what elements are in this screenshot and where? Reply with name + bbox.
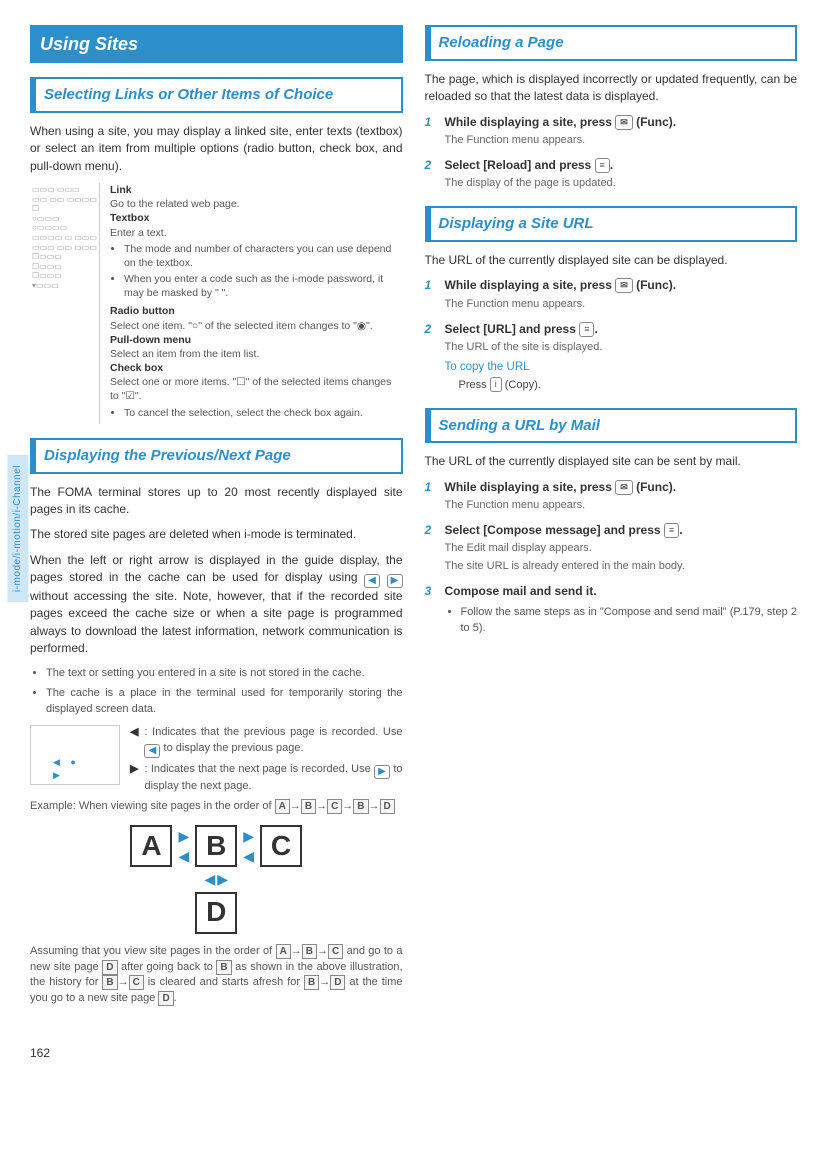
label-link-desc: Go to the related web page. <box>110 197 403 211</box>
selecting-intro: When using a site, you may display a lin… <box>30 123 403 175</box>
left-column: Using Sites Selecting Links or Other Ite… <box>30 25 403 1015</box>
prevnext-bullet1: The text or setting you entered in a sit… <box>46 666 403 682</box>
url-step-1: 1 While displaying a site, press ✉ (Func… <box>425 277 798 312</box>
i-key-icon: i <box>490 377 502 392</box>
nav-diagram: A ▶ ◀ B ▶ ◀ C ◀ ▶ D <box>30 825 403 933</box>
label-checkbox-title: Check box <box>110 361 403 375</box>
prev-indicator-icon: ◀ <box>130 725 138 758</box>
mail-key-icon-3: ✉ <box>615 480 633 495</box>
box-D: D <box>195 892 237 934</box>
label-pulldown-desc: Select an item from the item list. <box>110 347 403 361</box>
heading-using-sites: Using Sites <box>30 25 403 63</box>
enter-key-icon-3: ≡ <box>664 523 679 538</box>
mail-key-icon: ✉ <box>615 115 633 130</box>
mail-step-1: 1 While displaying a site, press ✉ (Func… <box>425 479 798 514</box>
box-A: A <box>130 825 172 867</box>
label-textbox-title: Textbox <box>110 211 403 225</box>
example-line: Example: When viewing site pages in the … <box>30 799 403 815</box>
label-checkbox-b: To cancel the selection, select the chec… <box>124 406 403 420</box>
url-intro: The URL of the currently displayed site … <box>425 252 798 269</box>
left-arrow-key-icon: ◀ <box>364 574 380 588</box>
down-right-tri-icon: ▶ <box>217 869 228 889</box>
assume-text: Assuming that you view site pages in the… <box>30 944 403 1008</box>
enter-key-icon-2: ≡ <box>579 322 594 337</box>
reload-step-2: 2 Select [Reload] and press ≡. The displ… <box>425 157 798 192</box>
left-tri-icon: ◀ <box>178 846 189 866</box>
form-elements-figure: ▭▭▭ ▭▭▭▭▭ ▭▭ ▭▭▭▭☐○▭▭▭○▭▭▭▭▭▭▭▭ ▭ ▭▭▭▭▭▭… <box>30 183 403 424</box>
label-link-title: Link <box>110 183 403 197</box>
label-radio-desc: Select one item. "○" of the selected ite… <box>110 319 403 333</box>
heading-selecting-links: Selecting Links or Other Items of Choice <box>30 77 403 113</box>
enter-key-icon: ≡ <box>595 158 610 173</box>
reload-intro: The page, which is displayed incorrectly… <box>425 71 798 106</box>
prevnext-bullet2: The cache is a place in the terminal use… <box>46 686 403 718</box>
label-pulldown-title: Pull-down menu <box>110 333 403 347</box>
prevnext-p2: The stored site pages are deleted when i… <box>30 526 403 543</box>
mini-screen <box>30 725 120 785</box>
box-C: C <box>260 825 302 867</box>
reload-step-1: 1 While displaying a site, press ✉ (Func… <box>425 114 798 149</box>
label-checkbox-desc: Select one or more items. "☐" of the sel… <box>110 375 403 403</box>
url-step-2: 2 Select [URL] and press ≡. The URL of t… <box>425 321 798 394</box>
mail-step-3: 3 Compose mail and send it. Follow the s… <box>425 583 798 644</box>
prevnext-p1: The FOMA terminal stores up to 20 most r… <box>30 484 403 519</box>
label-textbox-desc: Enter a text. <box>110 226 403 240</box>
label-radio-title: Radio button <box>110 304 403 318</box>
heading-send-url: Sending a URL by Mail <box>425 408 798 444</box>
down-left-tri-icon: ◀ <box>204 869 215 889</box>
indicator-figure: ◀ : Indicates that the previous page is … <box>30 725 403 799</box>
copy-url-press: Press i (Copy). <box>445 377 798 394</box>
label-textbox-b1: The mode and number of characters you ca… <box>124 242 403 270</box>
box-B: B <box>195 825 237 867</box>
copy-url-label: To copy the URL <box>445 359 798 376</box>
mock-form-screen: ▭▭▭ ▭▭▭▭▭ ▭▭ ▭▭▭▭☐○▭▭▭○▭▭▭▭▭▭▭▭ ▭ ▭▭▭▭▭▭… <box>30 183 100 424</box>
mail-step-2: 2 Select [Compose message] and press ≡. … <box>425 522 798 575</box>
heading-display-url: Displaying a Site URL <box>425 206 798 242</box>
mail-step3-bullet: Follow the same steps as in "Compose and… <box>461 605 798 637</box>
label-textbox-b2: When you enter a code such as the i-mode… <box>124 272 403 300</box>
right-tri-icon: ▶ <box>178 826 189 846</box>
left-tri-icon-2: ◀ <box>243 846 254 866</box>
page-number: 162 <box>30 1045 797 1062</box>
heading-reloading: Reloading a Page <box>425 25 798 61</box>
indicator-next-text: : Indicates that the next page is record… <box>144 762 402 795</box>
mail-intro: The URL of the currently displayed site … <box>425 453 798 470</box>
heading-prev-next: Displaying the Previous/Next Page <box>30 438 403 474</box>
side-tab: i-mode/i-motion/i-Channel <box>8 455 29 602</box>
next-indicator-icon: ▶ <box>130 762 138 795</box>
prevnext-p3: When the left or right arrow is displaye… <box>30 552 403 658</box>
right-arrow-key-icon: ▶ <box>387 574 403 588</box>
indicator-prev-text: : Indicates that the previous page is re… <box>144 725 402 758</box>
right-column: Reloading a Page The page, which is disp… <box>425 25 798 1015</box>
right-tri-icon-2: ▶ <box>243 826 254 846</box>
mail-key-icon-2: ✉ <box>615 278 633 293</box>
